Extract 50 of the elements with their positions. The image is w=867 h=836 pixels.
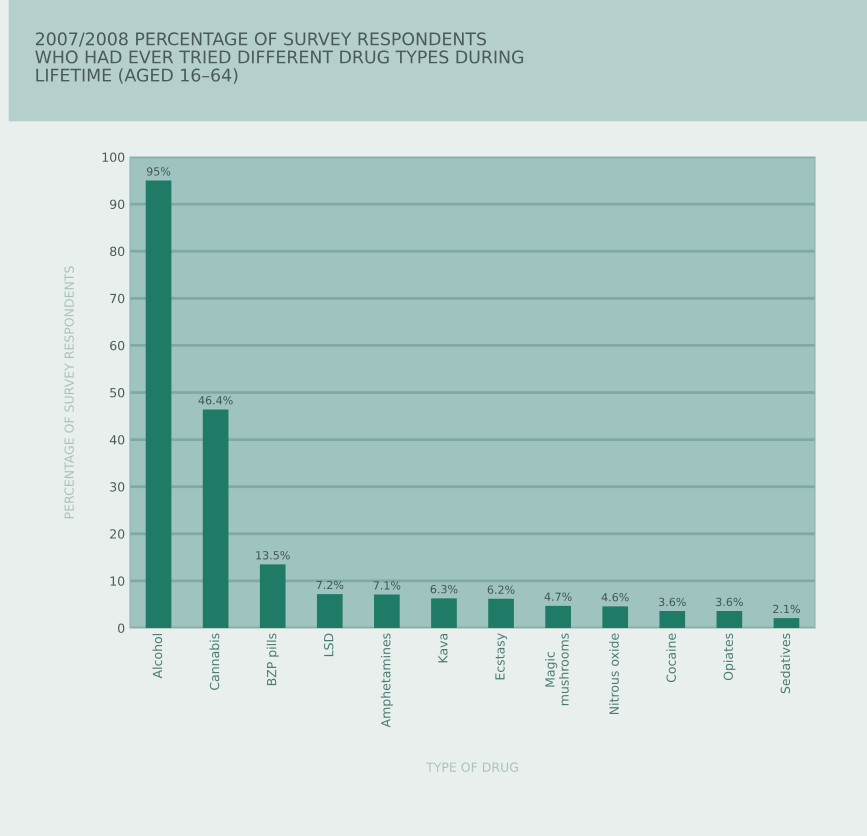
data-label: 2.1%: [773, 604, 800, 614]
bar: [602, 606, 628, 628]
y-tick-label: 10: [110, 576, 124, 586]
data-label: 7.2%: [316, 580, 344, 590]
bar: [146, 180, 172, 628]
x-tick-label: BZP pills: [266, 633, 279, 686]
bar: [545, 606, 571, 628]
y-tick-label: 20: [110, 529, 124, 539]
x-tick-label: Magic mushrooms: [545, 633, 569, 706]
x-tick-label: Sedatives: [780, 633, 790, 694]
data-label: 46.4%: [198, 396, 233, 405]
y-tick-label: 0: [118, 623, 124, 633]
y-axis-title: PERCENTAGE OF SURVEY RESPONDENTS: [64, 266, 74, 518]
x-tick-label: Opiates: [723, 633, 736, 680]
bar: [316, 594, 343, 628]
bar: [260, 564, 286, 628]
y-tick-label: 80: [110, 246, 124, 256]
x-tick-label: Alcohol: [152, 634, 162, 678]
data-label: 4.6%: [602, 593, 629, 602]
x-tick-label: LSD: [324, 634, 334, 656]
y-tick-label: 30: [110, 482, 124, 492]
y-tick-label: 40: [110, 435, 124, 445]
x-tick-label: Amphetamines: [380, 633, 393, 728]
data-label: 95%: [146, 167, 170, 176]
y-tick-label: 100: [102, 152, 124, 162]
bar: [659, 611, 686, 628]
y-tick-label: 50: [110, 388, 124, 398]
x-tick-label: Cocaine: [666, 634, 676, 682]
bar: [716, 611, 742, 628]
y-tick-label: 90: [110, 200, 124, 210]
y-tick-label: 60: [110, 340, 124, 350]
chart-title: 2007/2008 PERCENTAGE OF SURVEY RESPONDENTS WHO HAD EVER TRIED DIFFERENT DRUG TYPES DURING LIFETIME (AGED 16–64): [35, 32, 524, 84]
x-tick-label: Cannabis: [210, 633, 220, 690]
data-label: 7.1%: [374, 581, 400, 590]
x-tick-label: Kava: [438, 634, 448, 662]
bar: [774, 618, 800, 628]
data-label: 3.6%: [716, 598, 743, 606]
data-label: 6.3%: [430, 584, 458, 594]
data-label: 13.5%: [256, 551, 290, 560]
x-axis-title: TYPE OF DRUG: [426, 762, 518, 772]
x-tick-label: Nitrous oxide: [609, 634, 619, 714]
data-label: 6.2%: [488, 585, 515, 594]
y-tick-label: 70: [110, 294, 124, 304]
data-label: 4.7%: [544, 592, 572, 601]
bar: [431, 598, 457, 628]
bar: [488, 598, 514, 628]
bar: [374, 594, 400, 628]
data-label: 3.6%: [659, 598, 686, 606]
bar: [202, 409, 228, 628]
x-tick-label: Ecstasy: [495, 633, 508, 680]
